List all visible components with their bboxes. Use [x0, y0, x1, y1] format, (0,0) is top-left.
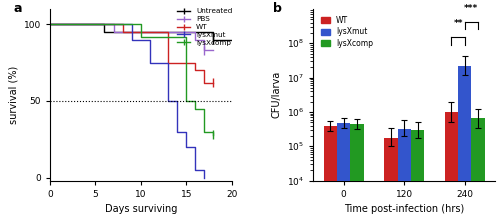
Text: b: b — [274, 2, 282, 15]
Bar — [458, 66, 471, 223]
Bar — [411, 130, 424, 223]
Y-axis label: CFU/larva: CFU/larva — [272, 71, 281, 118]
Y-axis label: survival (%): survival (%) — [8, 66, 18, 124]
X-axis label: Days surviving: Days surviving — [104, 204, 177, 214]
Bar — [324, 126, 337, 223]
Bar — [444, 112, 458, 223]
X-axis label: Time post-infection (hrs): Time post-infection (hrs) — [344, 204, 465, 214]
Bar — [337, 123, 350, 223]
Legend: WT, lysXmut, lysXcomp: WT, lysXmut, lysXcomp — [318, 13, 376, 51]
Text: a: a — [14, 2, 22, 15]
Bar — [472, 118, 484, 223]
Text: ***: *** — [464, 4, 478, 13]
Bar — [350, 124, 364, 223]
Bar — [384, 138, 398, 223]
Legend: Untreated, PBS, WT, lysXmut, lysXcomp: Untreated, PBS, WT, lysXmut, lysXcomp — [174, 6, 236, 49]
Bar — [398, 129, 411, 223]
Text: **: ** — [454, 19, 463, 29]
